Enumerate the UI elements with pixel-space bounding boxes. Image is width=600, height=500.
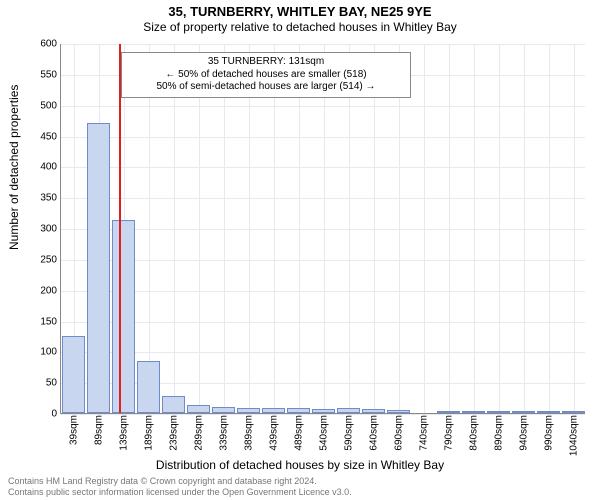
histogram-bar bbox=[337, 408, 360, 413]
histogram-bar bbox=[162, 396, 185, 413]
gridline-v bbox=[299, 44, 300, 413]
gridline-v bbox=[574, 44, 575, 413]
gridline-v bbox=[474, 44, 475, 413]
gridline-v bbox=[349, 44, 350, 413]
y-tick-label: 350 bbox=[40, 193, 57, 204]
histogram-bar bbox=[462, 411, 485, 413]
histogram-bar bbox=[87, 123, 110, 413]
x-tick-label: 690sqm bbox=[393, 415, 404, 451]
y-tick-label: 500 bbox=[40, 100, 57, 111]
gridline-v bbox=[249, 44, 250, 413]
x-tick-label: 489sqm bbox=[293, 415, 304, 451]
y-axis-label: Number of detached properties bbox=[7, 85, 21, 250]
histogram-bar bbox=[312, 409, 335, 413]
x-tick-label: 189sqm bbox=[143, 415, 154, 451]
histogram-bar bbox=[437, 411, 460, 413]
y-tick-label: 0 bbox=[51, 409, 57, 420]
gridline-v bbox=[374, 44, 375, 413]
x-tick-label: 990sqm bbox=[543, 415, 554, 451]
y-tick-label: 550 bbox=[40, 69, 57, 80]
x-tick-label: 89sqm bbox=[93, 415, 104, 445]
x-tick-label: 289sqm bbox=[193, 415, 204, 451]
histogram-bar bbox=[387, 410, 410, 413]
histogram-bar bbox=[212, 407, 235, 413]
gridline-v bbox=[524, 44, 525, 413]
histogram-bar bbox=[262, 408, 285, 413]
x-tick-label: 840sqm bbox=[468, 415, 479, 451]
x-tick-label: 640sqm bbox=[368, 415, 379, 451]
gridline-v bbox=[224, 44, 225, 413]
x-axis-label: Distribution of detached houses by size … bbox=[0, 458, 600, 472]
histogram-bar bbox=[537, 411, 560, 413]
property-marker-line bbox=[119, 44, 121, 413]
annotation-line: 50% of semi-detached houses are larger (… bbox=[128, 81, 404, 94]
histogram-bar bbox=[237, 408, 260, 413]
gridline-v bbox=[449, 44, 450, 413]
x-tick-label: 890sqm bbox=[493, 415, 504, 451]
histogram-bar bbox=[62, 336, 85, 413]
histogram-bar bbox=[562, 411, 585, 413]
y-tick-label: 150 bbox=[40, 316, 57, 327]
histogram-bar bbox=[287, 408, 310, 413]
y-tick-label: 450 bbox=[40, 131, 57, 142]
annotation-line: ← 50% of detached houses are smaller (51… bbox=[128, 69, 404, 82]
x-tick-label: 740sqm bbox=[418, 415, 429, 451]
x-tick-label: 590sqm bbox=[343, 415, 354, 451]
gridline-v bbox=[399, 44, 400, 413]
histogram-bar bbox=[487, 411, 510, 413]
gridline-v bbox=[149, 44, 150, 413]
gridline-v bbox=[174, 44, 175, 413]
footer-line-2: Contains public sector information licen… bbox=[8, 487, 592, 498]
x-tick-label: 39sqm bbox=[68, 415, 79, 445]
x-tick-label: 940sqm bbox=[518, 415, 529, 451]
page-title: 35, TURNBERRY, WHITLEY BAY, NE25 9YE bbox=[0, 4, 600, 19]
x-tick-label: 139sqm bbox=[118, 415, 129, 451]
y-tick-label: 100 bbox=[40, 347, 57, 358]
y-tick-label: 250 bbox=[40, 254, 57, 265]
gridline-v bbox=[424, 44, 425, 413]
footer-line-1: Contains HM Land Registry data © Crown c… bbox=[8, 476, 592, 487]
histogram-bar bbox=[112, 220, 135, 413]
y-tick-label: 300 bbox=[40, 224, 57, 235]
chart-plot-area: 05010015020025030035040045050055060039sq… bbox=[60, 44, 585, 414]
histogram-bar bbox=[187, 405, 210, 413]
x-tick-label: 1040sqm bbox=[568, 415, 579, 456]
gridline-v bbox=[499, 44, 500, 413]
footer-attribution: Contains HM Land Registry data © Crown c… bbox=[8, 476, 592, 498]
gridline-v bbox=[199, 44, 200, 413]
histogram-bar bbox=[137, 361, 160, 413]
histogram-bar bbox=[362, 409, 385, 413]
y-tick-label: 200 bbox=[40, 285, 57, 296]
histogram-bar bbox=[512, 411, 535, 413]
x-tick-label: 540sqm bbox=[318, 415, 329, 451]
x-tick-label: 239sqm bbox=[168, 415, 179, 451]
gridline-v bbox=[549, 44, 550, 413]
x-tick-label: 339sqm bbox=[218, 415, 229, 451]
x-tick-label: 389sqm bbox=[243, 415, 254, 451]
y-tick-label: 400 bbox=[40, 162, 57, 173]
annotation-line: 35 TURNBERRY: 131sqm bbox=[128, 56, 404, 69]
gridline-v bbox=[324, 44, 325, 413]
annotation-box: 35 TURNBERRY: 131sqm← 50% of detached ho… bbox=[121, 52, 411, 98]
y-tick-label: 600 bbox=[40, 39, 57, 50]
gridline-v bbox=[274, 44, 275, 413]
y-tick-label: 50 bbox=[46, 378, 57, 389]
page-subtitle: Size of property relative to detached ho… bbox=[0, 20, 600, 34]
x-tick-label: 439sqm bbox=[268, 415, 279, 451]
x-tick-label: 790sqm bbox=[443, 415, 454, 451]
